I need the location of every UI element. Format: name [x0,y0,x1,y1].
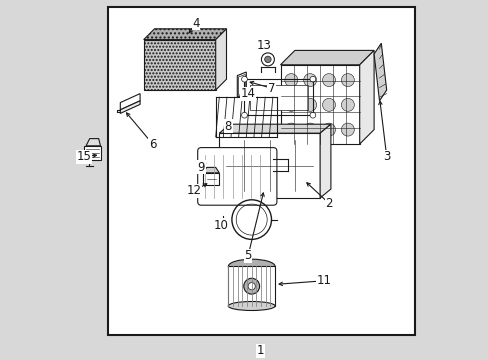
Polygon shape [143,29,226,40]
Circle shape [322,123,335,136]
Text: 4: 4 [192,17,199,30]
Text: 13: 13 [256,39,271,51]
Bar [280,65,359,144]
Circle shape [284,123,297,136]
Circle shape [303,123,316,136]
Circle shape [322,98,335,111]
Polygon shape [203,167,219,173]
Circle shape [303,74,316,87]
Circle shape [341,74,354,87]
Circle shape [241,112,247,118]
Bar [143,40,215,90]
Circle shape [309,112,315,118]
Text: 14: 14 [240,87,255,100]
Text: 1: 1 [256,345,264,357]
Circle shape [341,123,354,136]
Ellipse shape [228,301,275,310]
Text: 12: 12 [186,184,201,197]
Bar [244,79,312,115]
Bar [219,133,320,198]
Circle shape [303,98,316,111]
Bar [84,146,101,160]
Text: 11: 11 [316,274,330,287]
Polygon shape [280,50,373,65]
Polygon shape [237,72,246,97]
Polygon shape [373,43,386,101]
Polygon shape [219,124,330,133]
Circle shape [261,53,274,66]
Text: 10: 10 [213,219,228,231]
Circle shape [247,283,255,290]
Polygon shape [320,124,330,198]
Polygon shape [215,29,226,90]
Bar [249,85,307,110]
Text: 9: 9 [197,161,204,174]
Text: 15: 15 [77,150,92,163]
Polygon shape [120,94,140,110]
Polygon shape [359,50,373,144]
Circle shape [309,76,315,82]
Text: 2: 2 [325,197,332,210]
Text: 5: 5 [244,249,251,262]
Text: 6: 6 [149,138,156,150]
Circle shape [322,74,335,87]
Text: 7: 7 [267,82,275,95]
Ellipse shape [228,259,275,274]
Circle shape [244,278,259,294]
Text: 3: 3 [382,150,389,163]
Circle shape [284,74,297,87]
FancyBboxPatch shape [197,148,276,205]
Polygon shape [120,101,140,113]
Polygon shape [86,139,101,146]
Circle shape [264,56,270,63]
Circle shape [284,98,297,111]
Bar [228,266,275,306]
Circle shape [341,98,354,111]
Circle shape [241,76,247,82]
Bar [203,173,219,185]
Bar [107,7,415,335]
Text: 8: 8 [224,120,231,132]
